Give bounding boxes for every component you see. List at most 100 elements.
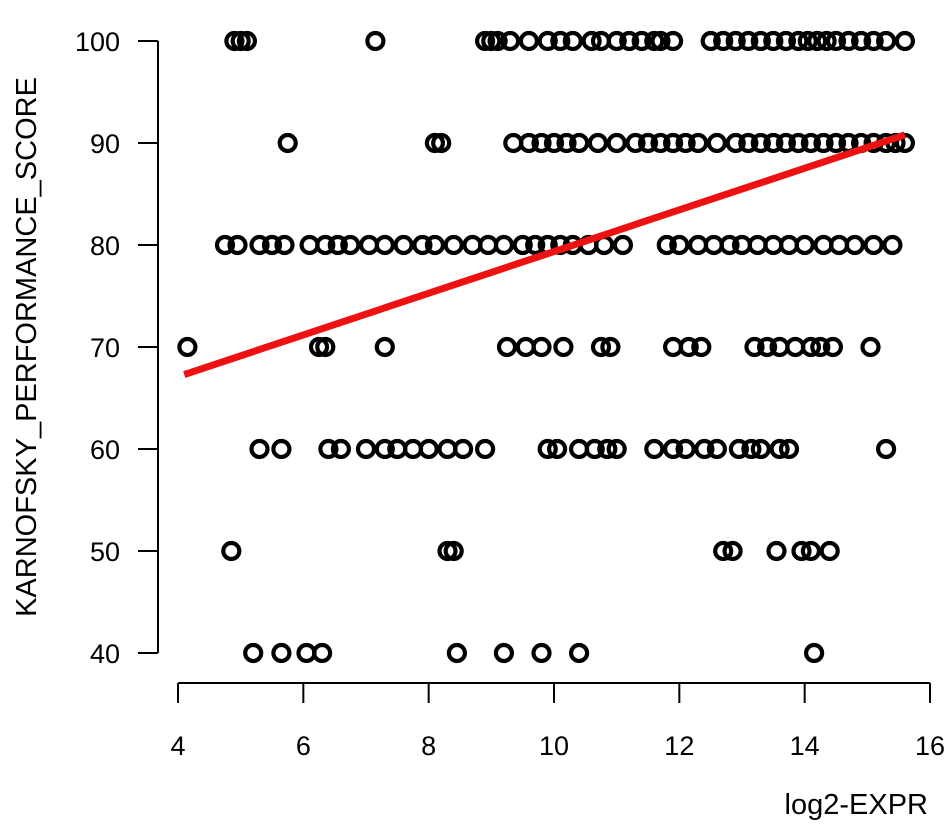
data-point [249,234,270,256]
data-point [819,540,840,562]
data-point [584,438,605,460]
data-point [315,234,336,256]
data-point [788,30,809,52]
data-point [750,438,771,460]
data-point [678,336,699,358]
data-point [424,234,445,256]
data-point [443,540,464,562]
data-point [722,540,743,562]
data-point [437,540,458,562]
data-point [424,132,445,154]
data-point [600,336,621,358]
data-point [462,234,483,256]
data-point [769,438,790,460]
data-point [327,234,348,256]
y-tick-label: 60 [90,435,120,465]
data-point [515,336,536,358]
data-point [763,132,784,154]
data-point [713,30,734,52]
data-point [500,30,521,52]
data-point [669,234,690,256]
x-tick-label: 12 [664,731,694,761]
data-point [612,234,634,256]
y-tick-label: 80 [90,231,120,261]
data-point [261,234,283,256]
data-point [214,234,236,256]
data-point [568,642,590,664]
data-point [318,438,339,460]
data-point [713,540,734,562]
data-point [374,438,395,460]
x-tick-label: 6 [296,731,311,761]
data-point [493,234,514,256]
data-point [446,642,467,664]
data-point [340,234,361,256]
data-point [374,336,395,358]
data-point [556,132,577,154]
data-point [775,132,797,154]
data-point [775,30,797,52]
x-tick-label: 16 [915,731,945,761]
data-point [719,234,740,256]
x-tick-label: 4 [170,731,185,761]
data-point [177,336,198,358]
data-point [863,234,884,256]
x-tick-label: 8 [421,731,436,761]
x-axis-label: log2-EXPR [785,789,928,821]
data-point [543,132,565,154]
data-point [546,438,568,460]
data-point [271,642,292,664]
data-point [741,438,762,460]
data-point [355,438,377,460]
data-point [644,30,665,52]
points-layer [177,30,916,664]
data-point [374,234,395,256]
data-point [587,132,609,154]
data-point [794,234,815,256]
regression-line [183,131,907,378]
data-point [274,234,295,256]
data-point [402,438,424,460]
data-point [763,30,784,52]
data-point [850,30,872,52]
data-point [863,30,884,52]
data-point [756,336,778,358]
data-point [825,132,847,154]
data-point [606,30,627,52]
data-point [271,438,292,460]
data-point [597,438,618,460]
data-point [807,30,828,52]
data-point [662,438,684,460]
data-point [625,132,646,154]
data-point [475,438,496,460]
data-point [882,234,903,256]
data-point [308,336,330,358]
data-point [703,234,724,256]
y-tick-label: 90 [90,129,120,159]
data-point [531,132,552,154]
data-point [365,30,386,52]
data-point [860,336,881,358]
data-point [706,132,728,154]
data-point [525,234,546,256]
data-point [644,438,665,460]
data-point [221,540,242,562]
data-point [581,30,602,52]
data-point [894,30,916,52]
data-point [662,132,684,154]
data-point [315,336,336,358]
data-point [750,132,771,154]
data-point [550,30,571,52]
data-point [619,30,640,52]
y-tick-label: 40 [90,639,120,669]
data-point [453,438,474,460]
data-point [800,540,822,562]
data-point [694,438,715,460]
data-point [230,30,251,52]
data-point [800,132,822,154]
data-point [706,438,728,460]
data-point [803,642,825,664]
y-tick-label: 70 [90,333,120,363]
data-point [650,132,671,154]
data-point [725,132,746,154]
